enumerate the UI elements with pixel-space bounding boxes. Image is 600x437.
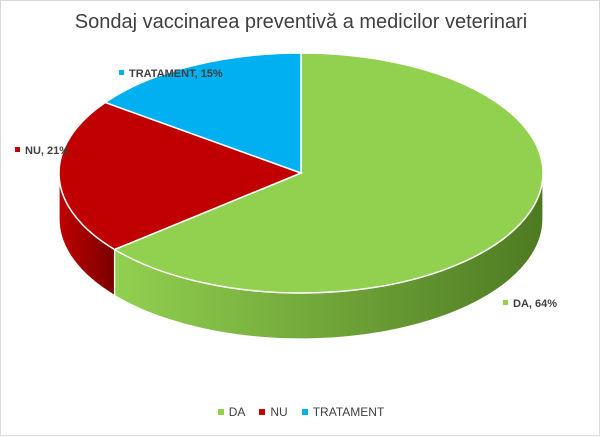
data-label-marker-da (503, 300, 508, 305)
legend-swatch-tratament (301, 409, 308, 415)
legend-label-nu: NU (270, 405, 288, 419)
chart-title: Sondaj vaccinarea preventivă a medicilor… (74, 11, 528, 33)
legend-swatch-da (217, 409, 224, 415)
legend-label-tratament: TRATAMENT (312, 405, 385, 419)
legend-item-da: DA (217, 405, 246, 419)
legend-label-da: DA (228, 405, 246, 419)
data-label-tratament: TRATAMENT, 15% (129, 68, 223, 80)
data-label-marker-tratament (119, 70, 124, 75)
pie-slice-nu (58, 101, 304, 251)
data-label-marker-nu (15, 147, 20, 152)
legend: DA NU TRATAMENT (1, 405, 600, 419)
legend-item-tratament: TRATAMENT (301, 405, 385, 419)
data-label-nu: NU, 21% (25, 145, 69, 157)
legend-item-nu: NU (259, 405, 288, 419)
pie-slice-tratament (103, 52, 302, 175)
pie-slice-da (112, 52, 544, 294)
data-label-da: DA, 64% (513, 298, 557, 310)
legend-swatch-nu (259, 409, 266, 415)
